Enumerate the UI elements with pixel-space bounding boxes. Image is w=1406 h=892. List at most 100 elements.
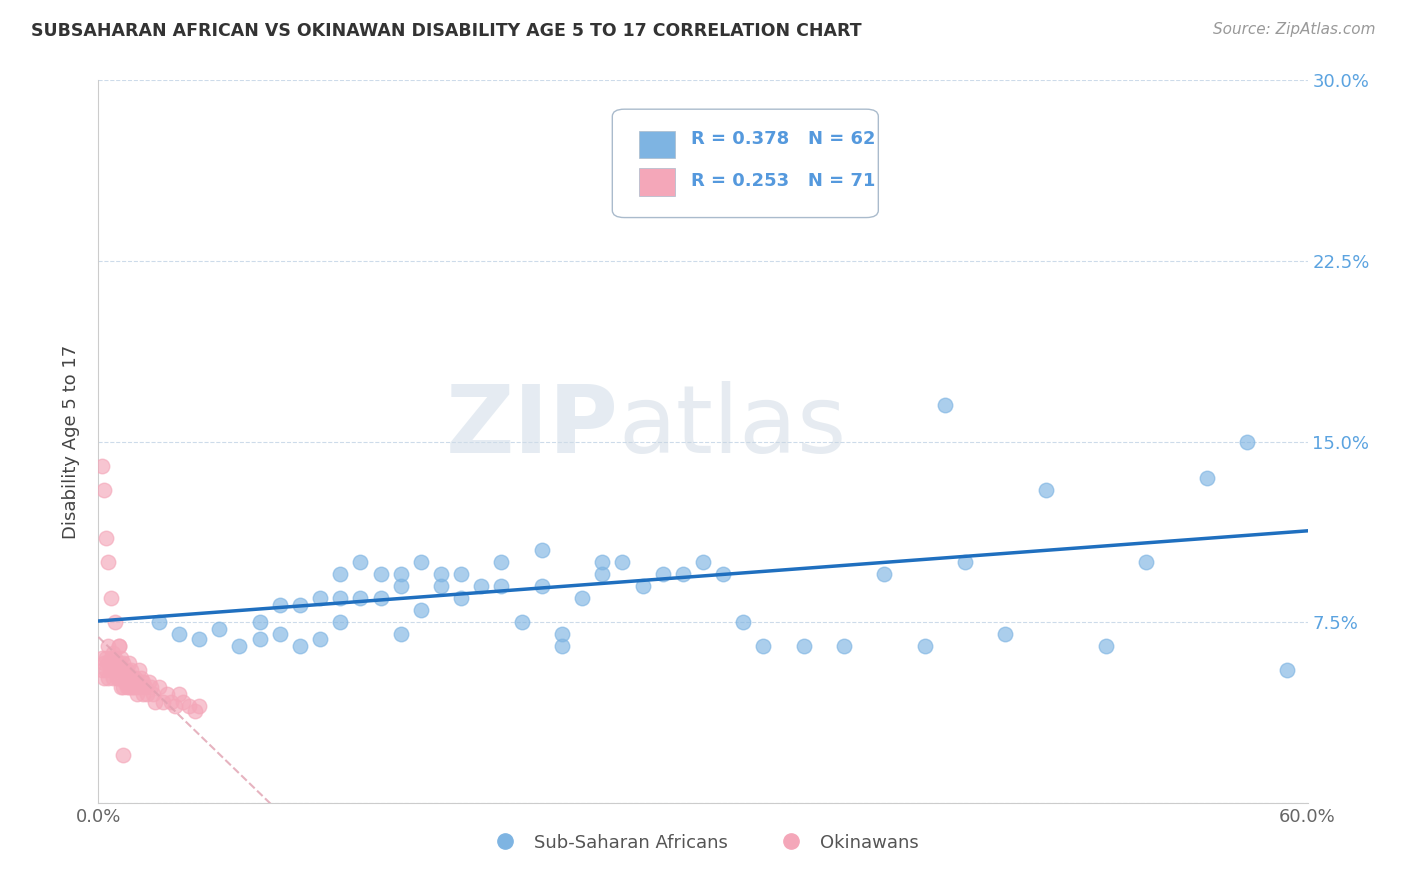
Text: SUBSAHARAN AFRICAN VS OKINAWAN DISABILITY AGE 5 TO 17 CORRELATION CHART: SUBSAHARAN AFRICAN VS OKINAWAN DISABILIT… bbox=[31, 22, 862, 40]
Point bbox=[107, 656, 129, 670]
Point bbox=[188, 699, 211, 714]
Point bbox=[103, 615, 125, 630]
Point bbox=[179, 699, 201, 714]
Point bbox=[409, 555, 432, 569]
Point bbox=[530, 579, 553, 593]
Point bbox=[188, 632, 211, 646]
Point bbox=[329, 567, 352, 582]
Point bbox=[105, 656, 128, 670]
Point bbox=[114, 664, 136, 678]
Point bbox=[111, 656, 134, 670]
Point bbox=[103, 664, 125, 678]
Point bbox=[129, 671, 152, 685]
Y-axis label: Disability Age 5 to 17: Disability Age 5 to 17 bbox=[62, 344, 80, 539]
Point bbox=[93, 483, 115, 497]
Point bbox=[111, 747, 134, 762]
Point bbox=[329, 591, 352, 605]
Point bbox=[994, 627, 1017, 641]
Point bbox=[793, 639, 815, 653]
Point bbox=[118, 656, 141, 670]
Text: Source: ZipAtlas.com: Source: ZipAtlas.com bbox=[1212, 22, 1375, 37]
Point bbox=[389, 627, 412, 641]
Point bbox=[832, 639, 855, 653]
Point bbox=[349, 555, 371, 569]
Point bbox=[167, 687, 190, 701]
Point bbox=[651, 567, 673, 582]
Text: R = 0.378   N = 62: R = 0.378 N = 62 bbox=[690, 130, 876, 148]
Point bbox=[349, 591, 371, 605]
Point bbox=[450, 567, 472, 582]
Point bbox=[370, 567, 392, 582]
Point bbox=[120, 680, 142, 694]
Point bbox=[111, 680, 134, 694]
Point bbox=[101, 656, 124, 670]
Point bbox=[612, 555, 634, 569]
Point bbox=[309, 632, 332, 646]
Point bbox=[692, 121, 714, 136]
Point bbox=[591, 555, 613, 569]
Point bbox=[97, 639, 120, 653]
Point bbox=[135, 687, 157, 701]
Point bbox=[450, 591, 472, 605]
Point bbox=[1236, 434, 1258, 449]
Point bbox=[107, 671, 129, 685]
Point bbox=[110, 651, 132, 665]
Point bbox=[97, 555, 120, 569]
Point bbox=[114, 675, 136, 690]
Point bbox=[914, 639, 936, 653]
Point bbox=[873, 567, 896, 582]
Point bbox=[409, 603, 432, 617]
Point bbox=[269, 627, 291, 641]
Point bbox=[389, 579, 412, 593]
Point bbox=[163, 699, 186, 714]
Point bbox=[167, 627, 190, 641]
Point bbox=[631, 579, 654, 593]
Point bbox=[288, 599, 311, 613]
Point bbox=[110, 664, 132, 678]
Point bbox=[125, 675, 148, 690]
Point bbox=[134, 680, 156, 694]
Point bbox=[138, 675, 160, 690]
Point bbox=[571, 591, 593, 605]
Point bbox=[491, 555, 513, 569]
Point bbox=[96, 531, 118, 545]
Point bbox=[672, 567, 695, 582]
Point bbox=[711, 567, 734, 582]
Point bbox=[107, 639, 129, 653]
Point bbox=[91, 664, 114, 678]
Point bbox=[148, 615, 170, 630]
Point bbox=[934, 398, 956, 412]
Point bbox=[1095, 639, 1118, 653]
Point bbox=[1035, 483, 1057, 497]
Point bbox=[132, 675, 155, 690]
Point bbox=[124, 671, 146, 685]
Point bbox=[1277, 664, 1299, 678]
Point bbox=[370, 591, 392, 605]
Point bbox=[184, 704, 207, 718]
FancyBboxPatch shape bbox=[613, 109, 879, 218]
Point bbox=[752, 639, 775, 653]
Point bbox=[100, 651, 122, 665]
Point bbox=[121, 671, 143, 685]
Point bbox=[510, 615, 533, 630]
Point bbox=[156, 687, 179, 701]
Point bbox=[249, 632, 271, 646]
Point bbox=[692, 555, 714, 569]
Point bbox=[953, 555, 976, 569]
Point bbox=[139, 680, 162, 694]
Point bbox=[389, 567, 412, 582]
Point bbox=[101, 647, 124, 661]
Point bbox=[107, 639, 129, 653]
Point bbox=[91, 651, 114, 665]
Point bbox=[124, 680, 146, 694]
Point bbox=[551, 639, 574, 653]
Point bbox=[101, 671, 124, 685]
Point bbox=[120, 664, 142, 678]
Point bbox=[115, 664, 138, 678]
Text: ZIP: ZIP bbox=[446, 381, 619, 473]
Point bbox=[96, 651, 118, 665]
Point bbox=[288, 639, 311, 653]
Point bbox=[733, 615, 755, 630]
Point bbox=[105, 671, 128, 685]
Point bbox=[309, 591, 332, 605]
